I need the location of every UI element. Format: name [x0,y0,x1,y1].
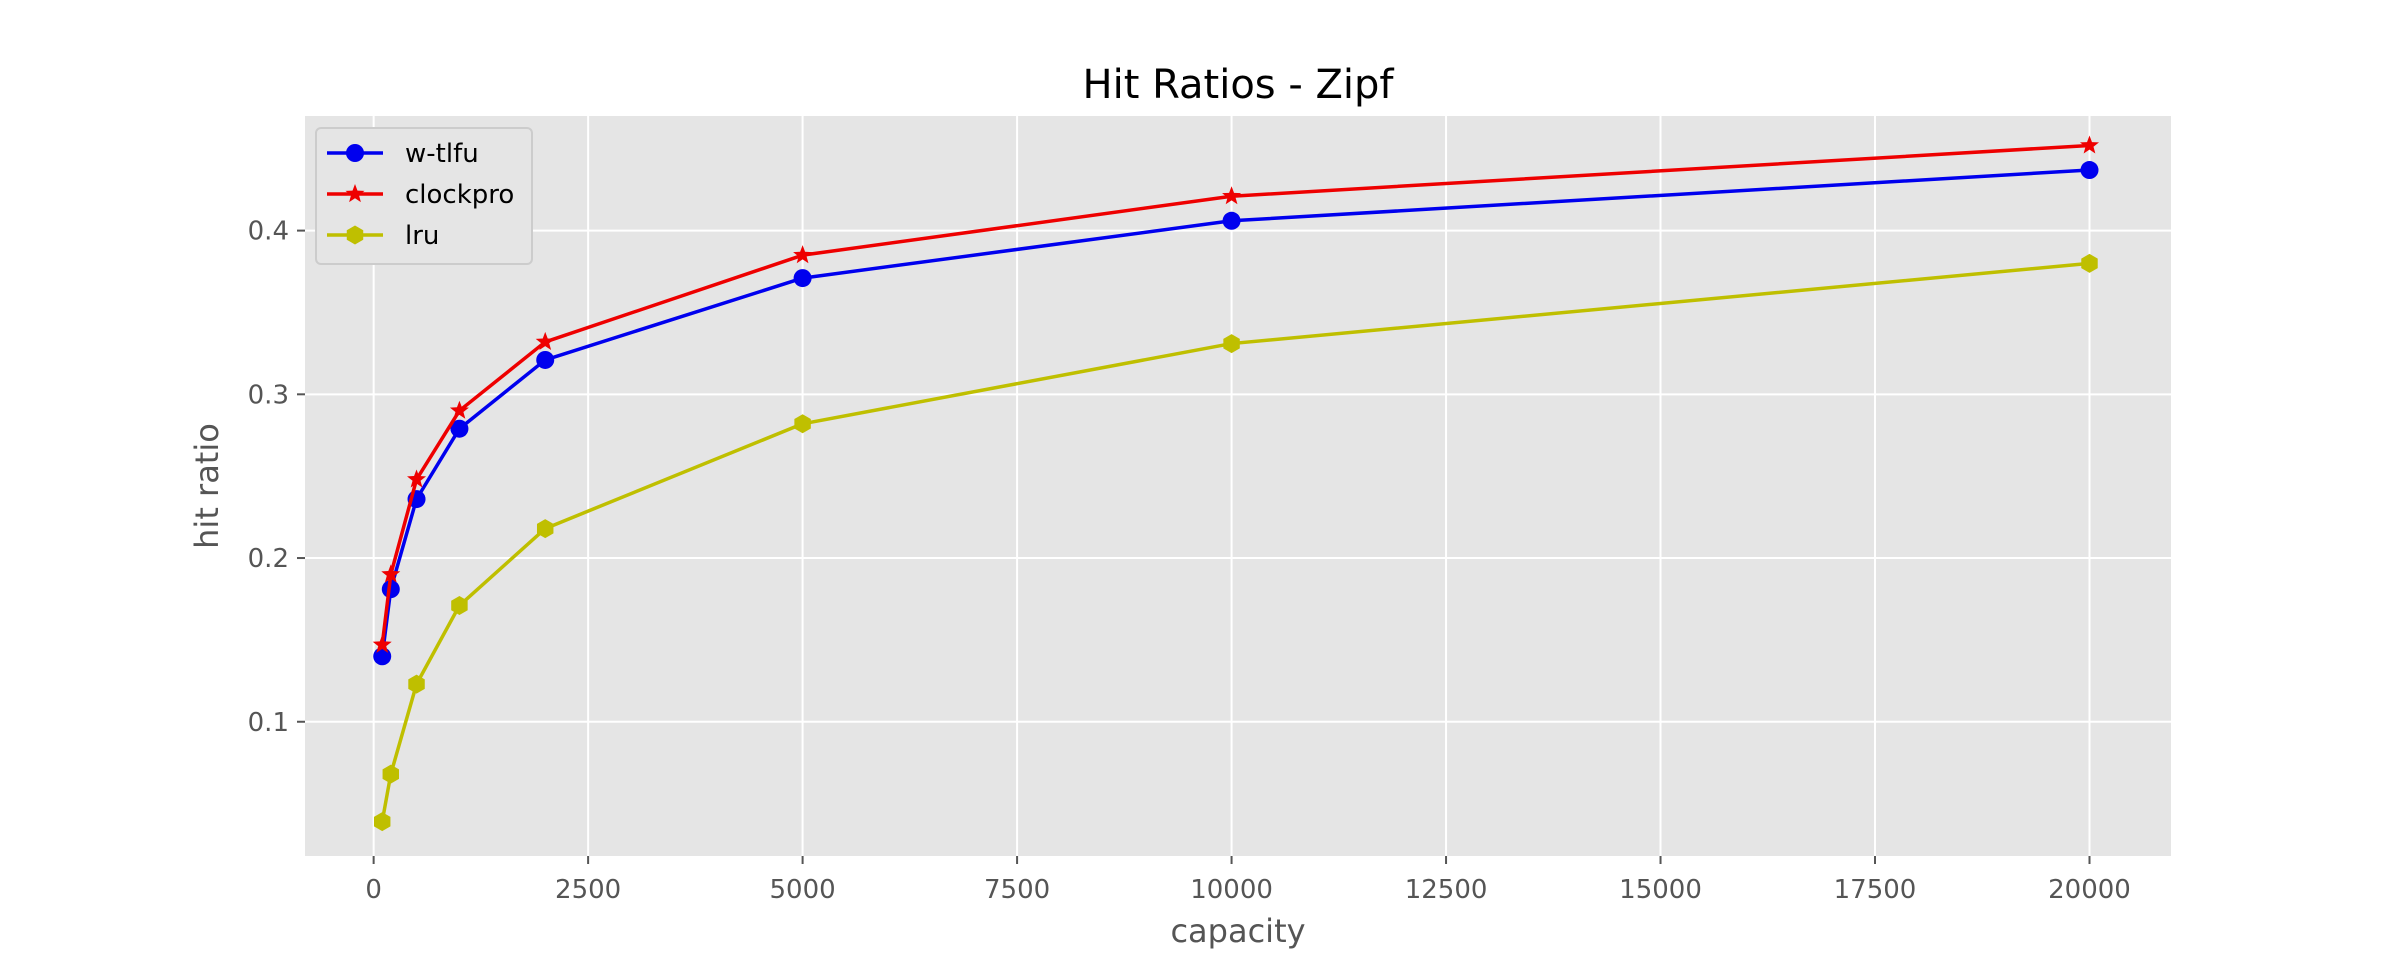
x-tick-label: 12500 [1405,875,1488,905]
x-tick-label: 17500 [1834,875,1917,905]
plot-background [305,116,2171,856]
data-point-clockpro [372,634,392,653]
x-tick-label: 0 [365,875,382,905]
data-point-clockpro [1222,186,1242,205]
data-point-clockpro [535,331,555,351]
data-point-clockpro [2079,135,2100,154]
x-tick-label: 10000 [1190,875,1273,905]
y-axis-label: hit ratio [188,423,226,549]
series-lru [373,253,2098,832]
data-point-clockpro [407,469,427,488]
legend-entry-w-tlfu: w-tlfu [327,139,479,169]
x-tick-label: 7500 [984,875,1050,905]
data-point-w-tlfu [373,647,392,666]
chart-title: Hit Ratios - Zipf [1083,62,1395,108]
data-point-lru [382,764,400,784]
legend-label: w-tlfu [405,139,479,169]
data-point-lru [408,674,425,694]
data-point-lru [1223,334,1240,354]
data-point-w-tlfu [536,350,555,369]
grid [305,116,2171,856]
x-tick-label: 2500 [555,875,621,905]
y-tick-label: 0.4 [248,217,289,247]
legend-entry-lru: lru [327,221,439,251]
x-tick-label: 15000 [1619,875,1702,905]
data-point-lru [794,414,811,434]
y-tick-label: 0.1 [248,708,289,738]
data-point-lru [536,519,554,539]
legend-box [315,127,533,265]
series-group [372,135,2100,832]
data-point-w-tlfu [793,269,812,288]
y-tick-label: 0.2 [248,544,289,574]
ticks: 0 2500 5000 7500 10000 12500 15000 17500 20000 0.… [248,217,2131,905]
data-point-lru [373,812,391,832]
data-point-clockpro [381,564,401,583]
legend-entry-clockpro: clockpro [327,180,514,210]
series-clockpro [372,135,2100,653]
data-point-w-tlfu [381,580,400,599]
y-tick-label: 0.3 [248,380,289,410]
legend-swatch-marker [346,225,364,245]
data-point-w-tlfu [1222,211,1241,230]
data-point-lru [2081,253,2098,273]
data-point-w-tlfu [2080,161,2099,180]
legend-swatch-marker [345,184,365,203]
x-tick-label: 5000 [770,875,836,905]
data-point-clockpro [793,245,813,264]
series-line-clockpro [380,143,2090,646]
data-point-w-tlfu [450,419,469,438]
data-point-lru [451,596,468,616]
x-axis-label: capacity [1170,912,1305,950]
legend: w-tlfu clockpro lru [315,127,533,265]
x-tick-label: 20000 [2048,875,2131,905]
series-line-lru [380,261,2090,822]
data-point-clockpro [449,400,469,419]
legend-swatch-marker [346,144,364,162]
legend-label: lru [405,221,439,251]
legend-label: clockpro [405,180,514,210]
